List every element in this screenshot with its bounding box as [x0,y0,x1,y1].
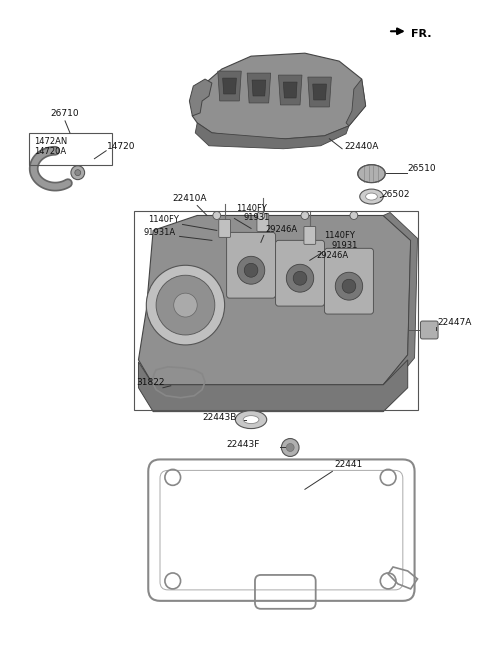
FancyBboxPatch shape [324,248,373,314]
Ellipse shape [360,189,383,204]
Ellipse shape [243,416,259,424]
Circle shape [71,166,84,179]
Text: 91931: 91931 [331,241,358,250]
Polygon shape [138,360,408,412]
Polygon shape [252,80,266,96]
Polygon shape [223,78,236,94]
Text: 22443B: 22443B [202,413,237,422]
Circle shape [335,272,363,300]
Text: 22443F: 22443F [227,440,260,449]
Text: 91931: 91931 [243,214,270,223]
Circle shape [156,275,215,335]
Polygon shape [308,77,331,107]
Text: 26510: 26510 [408,164,436,173]
Text: 26502: 26502 [381,190,410,198]
Circle shape [286,264,314,292]
FancyBboxPatch shape [420,321,438,339]
Text: 1140FY: 1140FY [324,231,355,240]
Polygon shape [278,75,302,105]
FancyBboxPatch shape [257,214,269,231]
Circle shape [281,438,299,457]
Text: 1472AN: 1472AN [34,137,67,146]
Text: 26710: 26710 [51,109,79,118]
Circle shape [213,212,221,219]
Circle shape [237,256,265,284]
Text: 91931A: 91931A [144,229,176,237]
Ellipse shape [235,411,267,428]
Polygon shape [192,53,366,139]
Circle shape [293,271,307,285]
FancyBboxPatch shape [219,219,230,237]
Circle shape [244,263,258,277]
FancyBboxPatch shape [276,240,324,306]
Text: 31822: 31822 [136,378,165,387]
Polygon shape [195,123,349,148]
Polygon shape [138,215,411,385]
Text: 29246A: 29246A [266,225,298,235]
Polygon shape [383,212,418,390]
Circle shape [342,279,356,293]
Circle shape [174,293,197,317]
Text: 14720A: 14720A [34,147,66,156]
Circle shape [75,170,81,175]
Bar [29,133,112,165]
Text: 14720: 14720 [107,142,136,150]
Text: FR.: FR. [411,30,431,39]
Ellipse shape [358,165,385,183]
Polygon shape [247,73,271,103]
Polygon shape [346,79,366,126]
Circle shape [286,443,294,451]
Polygon shape [190,79,212,116]
Text: 22440A: 22440A [344,142,378,150]
Text: 22410A: 22410A [173,194,207,202]
Circle shape [257,212,265,219]
Polygon shape [283,82,297,98]
Text: 1140FY: 1140FY [148,215,179,225]
Text: 1140FY: 1140FY [236,204,267,212]
Text: 29246A: 29246A [317,251,349,260]
Text: 22447A: 22447A [437,318,471,327]
Polygon shape [313,84,326,100]
FancyBboxPatch shape [227,233,276,298]
Text: 22441: 22441 [334,461,362,469]
Ellipse shape [366,193,377,200]
Polygon shape [218,71,241,101]
Circle shape [350,212,358,219]
Circle shape [301,212,309,219]
Bar [133,210,418,410]
Circle shape [146,265,225,345]
FancyBboxPatch shape [304,227,316,244]
